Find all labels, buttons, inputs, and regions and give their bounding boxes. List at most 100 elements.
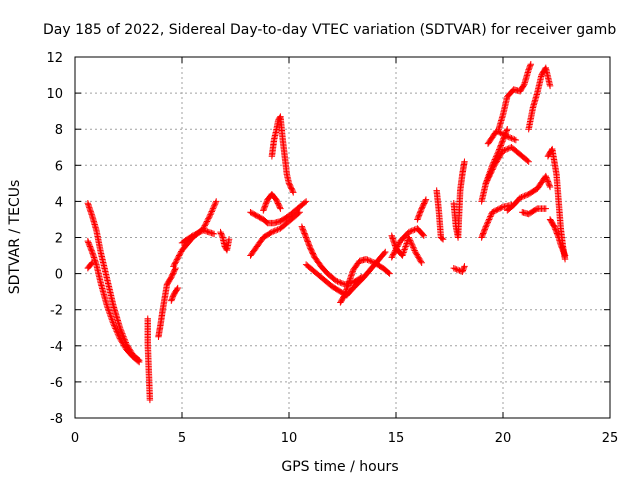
data-point [261,203,269,210]
data-point [497,143,504,150]
data-point [300,227,307,234]
data-point [542,205,549,212]
data-point [545,179,552,187]
data-point [194,229,202,237]
data-point [394,243,401,250]
data-point [413,251,421,258]
data-point [88,247,95,254]
data-point [524,191,531,198]
data-point [306,242,313,249]
data-point [213,198,220,205]
data-point [217,230,225,237]
data-point [369,258,377,266]
y-tick-label: 6 [55,159,63,174]
data-point [206,212,214,220]
data-point [208,208,215,215]
data-point [415,213,422,220]
data-point [261,204,268,211]
data-point [406,237,414,244]
data-point [482,224,489,232]
data-point [483,222,490,229]
data-point [484,219,492,226]
data-point [480,228,487,236]
data-point [305,241,312,248]
data-point [489,209,496,216]
data-point [552,226,559,233]
data-point [87,244,94,252]
data-point [561,252,569,259]
data-point [483,178,490,186]
y-tick-label: -8 [50,412,63,427]
data-point [110,322,118,329]
data-point [559,245,566,252]
data-point [490,163,497,170]
data-point [504,145,511,153]
data-point [461,158,468,165]
data-point [302,232,309,240]
data-point [262,201,269,209]
data-point [558,244,566,251]
data-point [104,305,112,313]
data-point [402,241,410,249]
data-point [209,205,217,212]
data-point [484,175,492,183]
data-point [497,142,505,149]
data-point [543,175,551,183]
data-point [118,328,125,336]
data-point [117,327,125,334]
data-point [225,236,233,243]
data-point [109,319,117,326]
data-point [416,255,423,262]
data-point [84,237,92,245]
data-point [117,326,124,333]
data-point [272,227,280,234]
data-point [411,247,418,254]
data-point [402,243,409,250]
data-point [391,248,398,256]
data-point [298,223,306,230]
data-point [392,247,399,254]
data-point [103,302,111,310]
data-point [412,250,420,257]
data-point [496,144,503,152]
data-point [502,146,510,153]
data-point [505,133,512,141]
data-point [554,232,562,240]
data-point [268,228,276,236]
data-point [113,328,120,335]
data-point [120,333,127,340]
data-point [420,232,428,239]
data-point [136,358,143,366]
data-point [545,181,553,188]
data-point [419,231,427,238]
data-point [478,232,486,240]
data-point [305,239,312,247]
data-point [488,167,496,175]
data-point [193,230,200,237]
data-point [207,209,215,217]
data-point [460,265,467,273]
data-point [110,320,117,328]
data-point [408,227,415,235]
data-point [522,192,530,199]
data-point [174,255,181,262]
data-point [332,277,340,285]
grid-layer [75,57,610,418]
data-point [393,244,400,252]
x-tick-label: 20 [495,431,512,446]
data-point [520,82,527,89]
x-tick-label: 0 [71,431,79,446]
data-point [554,231,561,238]
data-point [481,227,488,234]
data-point [459,267,467,274]
data-point [502,132,510,139]
data-point [485,174,492,181]
data-point [301,231,309,238]
data-point [490,208,497,215]
data-point [211,202,218,209]
data-point [491,207,499,215]
data-point [479,231,486,238]
data-point [499,138,506,145]
data-point [117,336,124,344]
data-point [399,252,406,259]
